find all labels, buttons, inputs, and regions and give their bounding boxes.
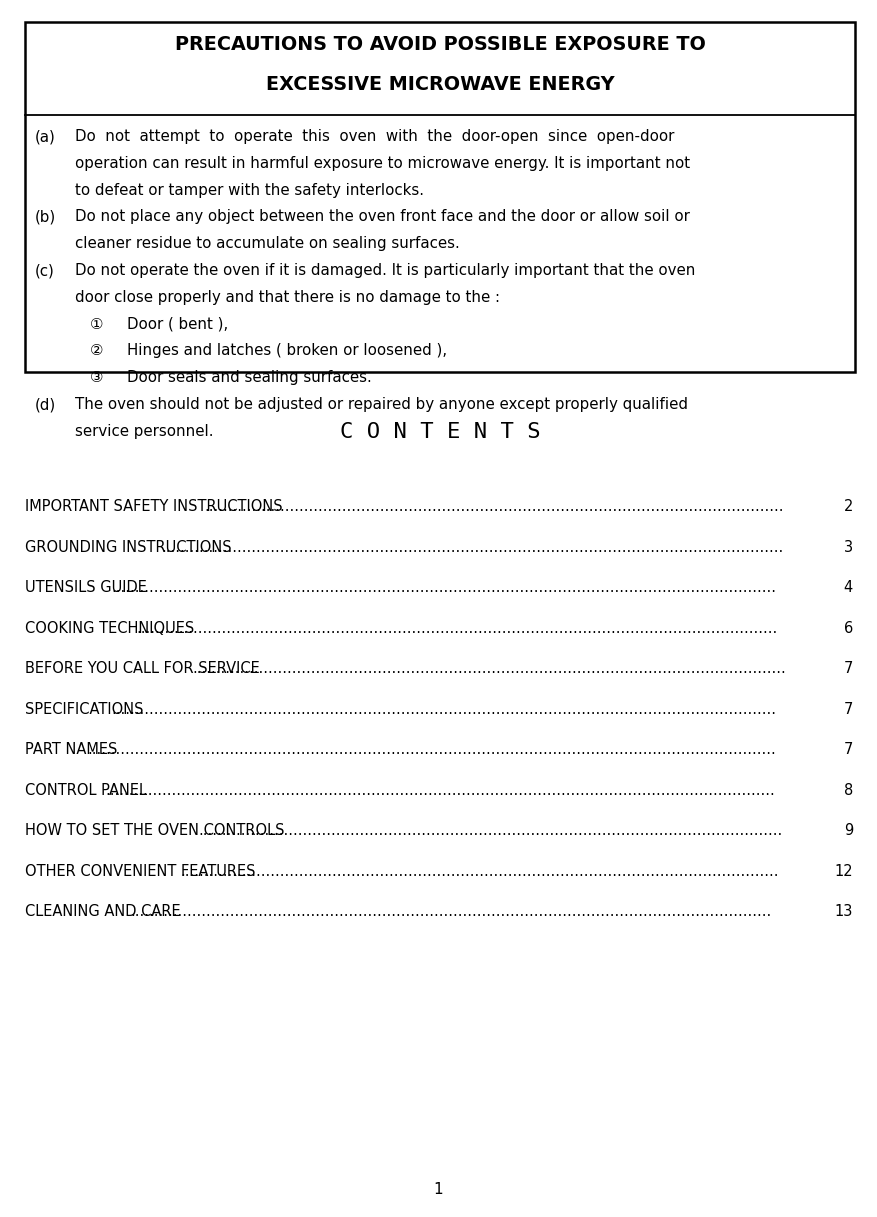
Text: HOW TO SET THE OVEN CONTROLS: HOW TO SET THE OVEN CONTROLS [25,823,284,839]
Text: (d): (d) [35,397,56,413]
Text: 7: 7 [844,742,853,757]
Text: OTHER CONVENIENT FEATURES: OTHER CONVENIENT FEATURES [25,864,255,879]
Text: ................................................................................: ........................................… [87,742,776,757]
Text: PRECAUTIONS TO AVOID POSSIBLE EXPOSURE TO: PRECAUTIONS TO AVOID POSSIBLE EXPOSURE T… [175,35,705,54]
Text: 12: 12 [834,864,853,879]
Bar [25,22,855,372]
Text: ................................................................................: ........................................… [111,701,777,717]
Text: PART NAMES: PART NAMES [25,742,118,757]
Text: BEFORE YOU CALL FOR SERVICE: BEFORE YOU CALL FOR SERVICE [25,661,260,675]
Text: door close properly and that there is no damage to the :: door close properly and that there is no… [75,290,500,304]
Text: Door seals and sealing surfaces.: Door seals and sealing surfaces. [127,370,372,386]
Text: Do  not  attempt  to  operate  this  oven  with  the  door-open  since  open-doo: Do not attempt to operate this oven with… [75,129,674,144]
Text: ................................................................................: ........................................… [161,539,784,555]
Text: UTENSILS GUIDE: UTENSILS GUIDE [25,581,146,595]
Text: 3: 3 [844,539,853,555]
Text: 7: 7 [844,661,853,675]
Text: 6: 6 [844,621,853,635]
Text: 7: 7 [844,701,853,717]
Text: ................................................................................: ........................................… [192,661,786,675]
Text: Do not place any object between the oven front face and the door or allow soil o: Do not place any object between the oven… [75,209,690,224]
Text: IMPORTANT SAFETY INSTRUCTIONS: IMPORTANT SAFETY INSTRUCTIONS [25,499,282,514]
Text: SPECIFICATIONS: SPECIFICATIONS [25,701,144,717]
Text: The oven should not be adjusted or repaired by anyone except properly qualified: The oven should not be adjusted or repai… [75,397,688,413]
Text: service personnel.: service personnel. [75,424,213,439]
Text: ................................................................................: ........................................… [180,864,779,879]
Text: ................................................................................: ........................................… [131,904,772,919]
Text: CONTROL PANEL: CONTROL PANEL [25,783,147,797]
Text: ①: ① [90,316,103,331]
Text: ................................................................................: ........................................… [111,581,777,595]
Text: (b): (b) [35,209,56,224]
Text: 13: 13 [835,904,853,919]
Text: ................................................................................: ........................................… [137,621,778,635]
Text: GROUNDING INSTRUCTIONS: GROUNDING INSTRUCTIONS [25,539,232,555]
Text: 9: 9 [844,823,853,839]
Text: ②: ② [90,343,103,358]
Text: 8: 8 [844,783,853,797]
Text: (a): (a) [35,129,56,144]
Text: cleaner residue to accumulate on sealing surfaces.: cleaner residue to accumulate on sealing… [75,236,460,251]
Text: EXCESSIVE MICROWAVE ENERGY: EXCESSIVE MICROWAVE ENERGY [266,75,614,94]
Text: C O N T E N T S: C O N T E N T S [339,422,540,442]
Text: ③: ③ [90,370,103,386]
Text: (c): (c) [35,263,55,277]
Text: to defeat or tamper with the safety interlocks.: to defeat or tamper with the safety inte… [75,183,424,197]
Text: 2: 2 [844,499,853,514]
Text: 1: 1 [434,1182,443,1198]
Text: ................................................................................: ........................................… [205,499,784,514]
Text: 4: 4 [844,581,853,595]
Text: Do not operate the oven if it is damaged. It is particularly important that the : Do not operate the oven if it is damaged… [75,263,695,277]
Text: CLEANING AND CARE: CLEANING AND CARE [25,904,181,919]
Text: COOKING TECHNIQUES: COOKING TECHNIQUES [25,621,194,635]
Text: Hinges and latches ( broken or loosened ),: Hinges and latches ( broken or loosened … [127,343,447,358]
Text: operation can result in harmful exposure to microwave energy. It is important no: operation can result in harmful exposure… [75,156,690,170]
Text: ................................................................................: ........................................… [105,783,775,797]
Text: ................................................................................: ........................................… [198,823,783,839]
Text: Door ( bent ),: Door ( bent ), [127,316,228,331]
